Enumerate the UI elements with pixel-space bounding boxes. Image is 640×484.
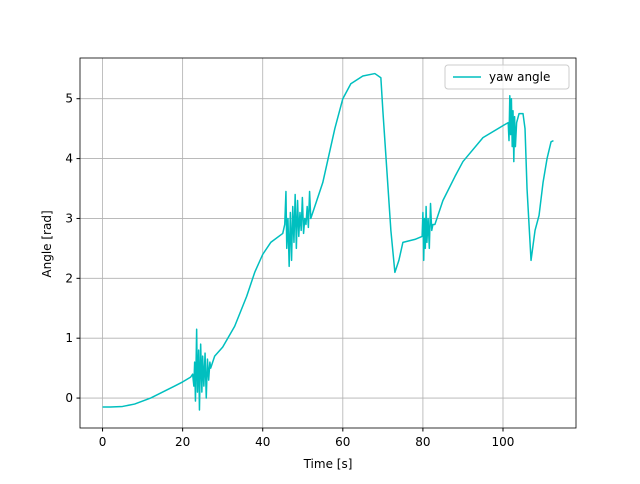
y-tick-label: 2 (65, 271, 73, 285)
plot-frame (79, 57, 577, 429)
legend-box (444, 64, 570, 90)
x-tick-label: 0 (99, 435, 107, 449)
x-tick-label: 60 (335, 435, 350, 449)
x-tick-label: 100 (492, 435, 515, 449)
y-tick-label: 3 (65, 211, 73, 225)
x-tick-label: 20 (175, 435, 190, 449)
y-tick-label: 1 (65, 331, 73, 345)
y-tick-label: 0 (65, 391, 73, 405)
y-axis-label: Angle [rad] (40, 210, 54, 277)
x-tick-label: 80 (415, 435, 430, 449)
legend-label: yaw angle (489, 70, 550, 84)
y-tick-label: 5 (65, 92, 73, 106)
y-tick-label: 4 (65, 152, 73, 166)
x-axis-label: Time [s] (303, 457, 353, 471)
series-line (102, 72, 554, 411)
x-tick-label: 40 (255, 435, 270, 449)
